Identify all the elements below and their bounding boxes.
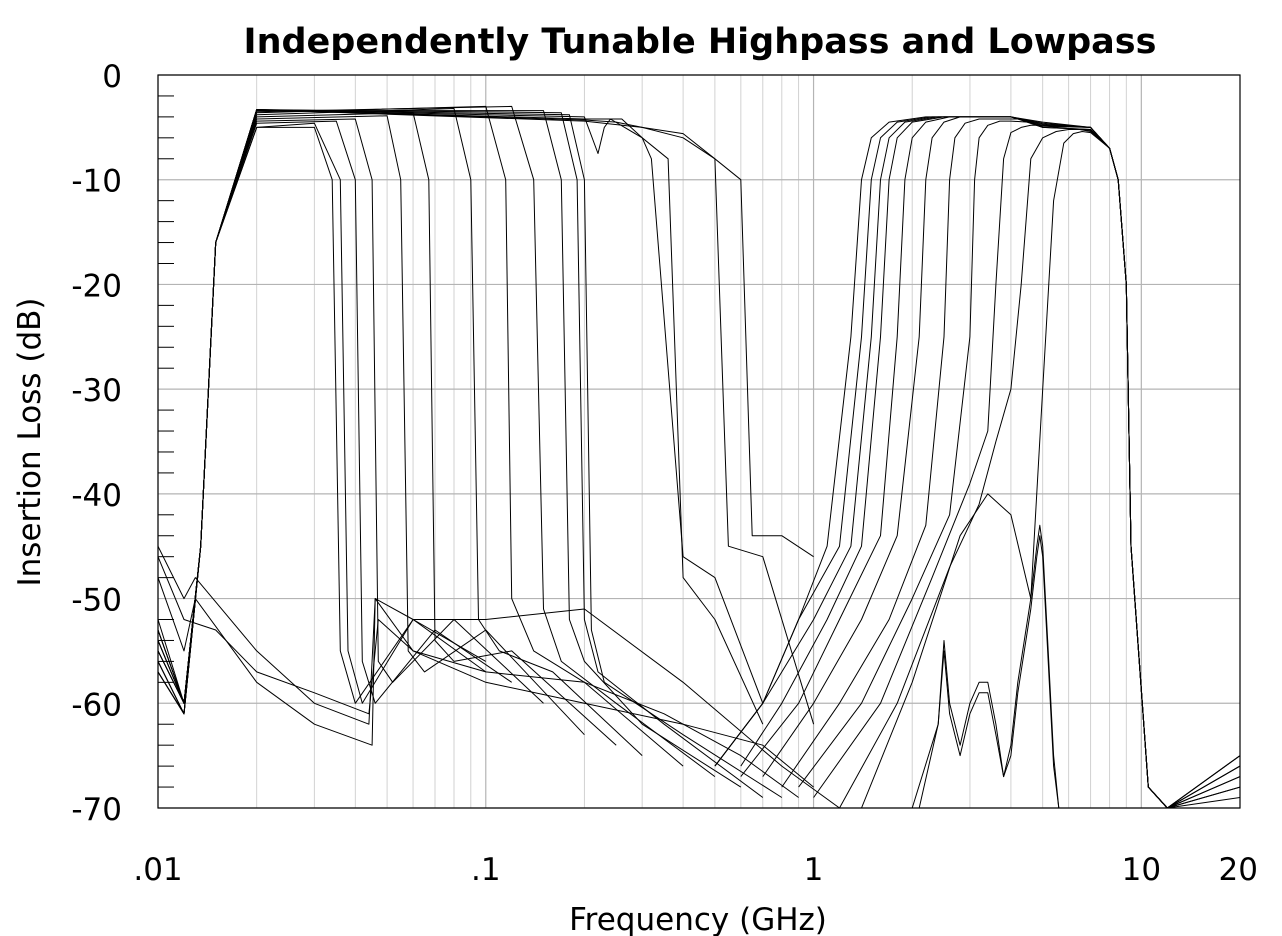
series-line-27 [861, 131, 1240, 808]
series-line-11 [158, 109, 764, 798]
series-line-3 [158, 120, 512, 715]
series-line-7 [158, 108, 643, 756]
series-line-5 [158, 115, 585, 736]
y-tick-label: -20 [71, 268, 122, 304]
y-tick-label: -10 [71, 164, 122, 200]
series-line-22 [762, 116, 1240, 808]
series-line-28 [911, 524, 1060, 808]
y-axis-label: Insertion Loss (dB) [12, 298, 48, 587]
x-tick-label: 1 [804, 852, 824, 888]
grid-major-lines [157, 74, 1240, 809]
series-line-9 [158, 105, 716, 778]
series-line-24 [798, 120, 1240, 808]
series-line-30 [158, 577, 840, 808]
x-tick-label: 10 [1122, 852, 1161, 888]
grid-minor-lines [256, 75, 1241, 808]
series-line-32 [158, 556, 799, 798]
series-line-10 [158, 110, 742, 788]
series-line-16 [158, 109, 814, 704]
plot-frame [157, 74, 1241, 809]
y-minor-ticks [158, 95, 174, 788]
x-tick-label: .1 [471, 852, 501, 888]
x-axis-label: Frequency (GHz) [569, 902, 827, 936]
y-tick-label: -40 [71, 478, 122, 514]
series-line-13 [158, 109, 764, 704]
y-tick-label: -60 [71, 687, 122, 723]
y-tick-label: -50 [71, 583, 122, 619]
y-tick-label: -70 [71, 792, 122, 828]
x-tick-labels: .01 .1 1 10 20 [133, 852, 1258, 888]
y-tick-label: 0 [102, 59, 122, 95]
x-tick-label: 20 [1219, 852, 1258, 888]
chart-title: Independently Tunable Highpass and Lowpa… [244, 22, 1157, 62]
x-tick-label: .01 [133, 852, 182, 888]
series-lines [158, 105, 1240, 808]
y-tick-label: -30 [71, 373, 122, 409]
series-line-29 [918, 535, 1060, 808]
series-line-26 [839, 129, 1240, 808]
series-line-12 [158, 109, 783, 798]
y-tick-labels: 0 -10 -20 -30 -40 -50 -60 -70 [71, 59, 122, 828]
